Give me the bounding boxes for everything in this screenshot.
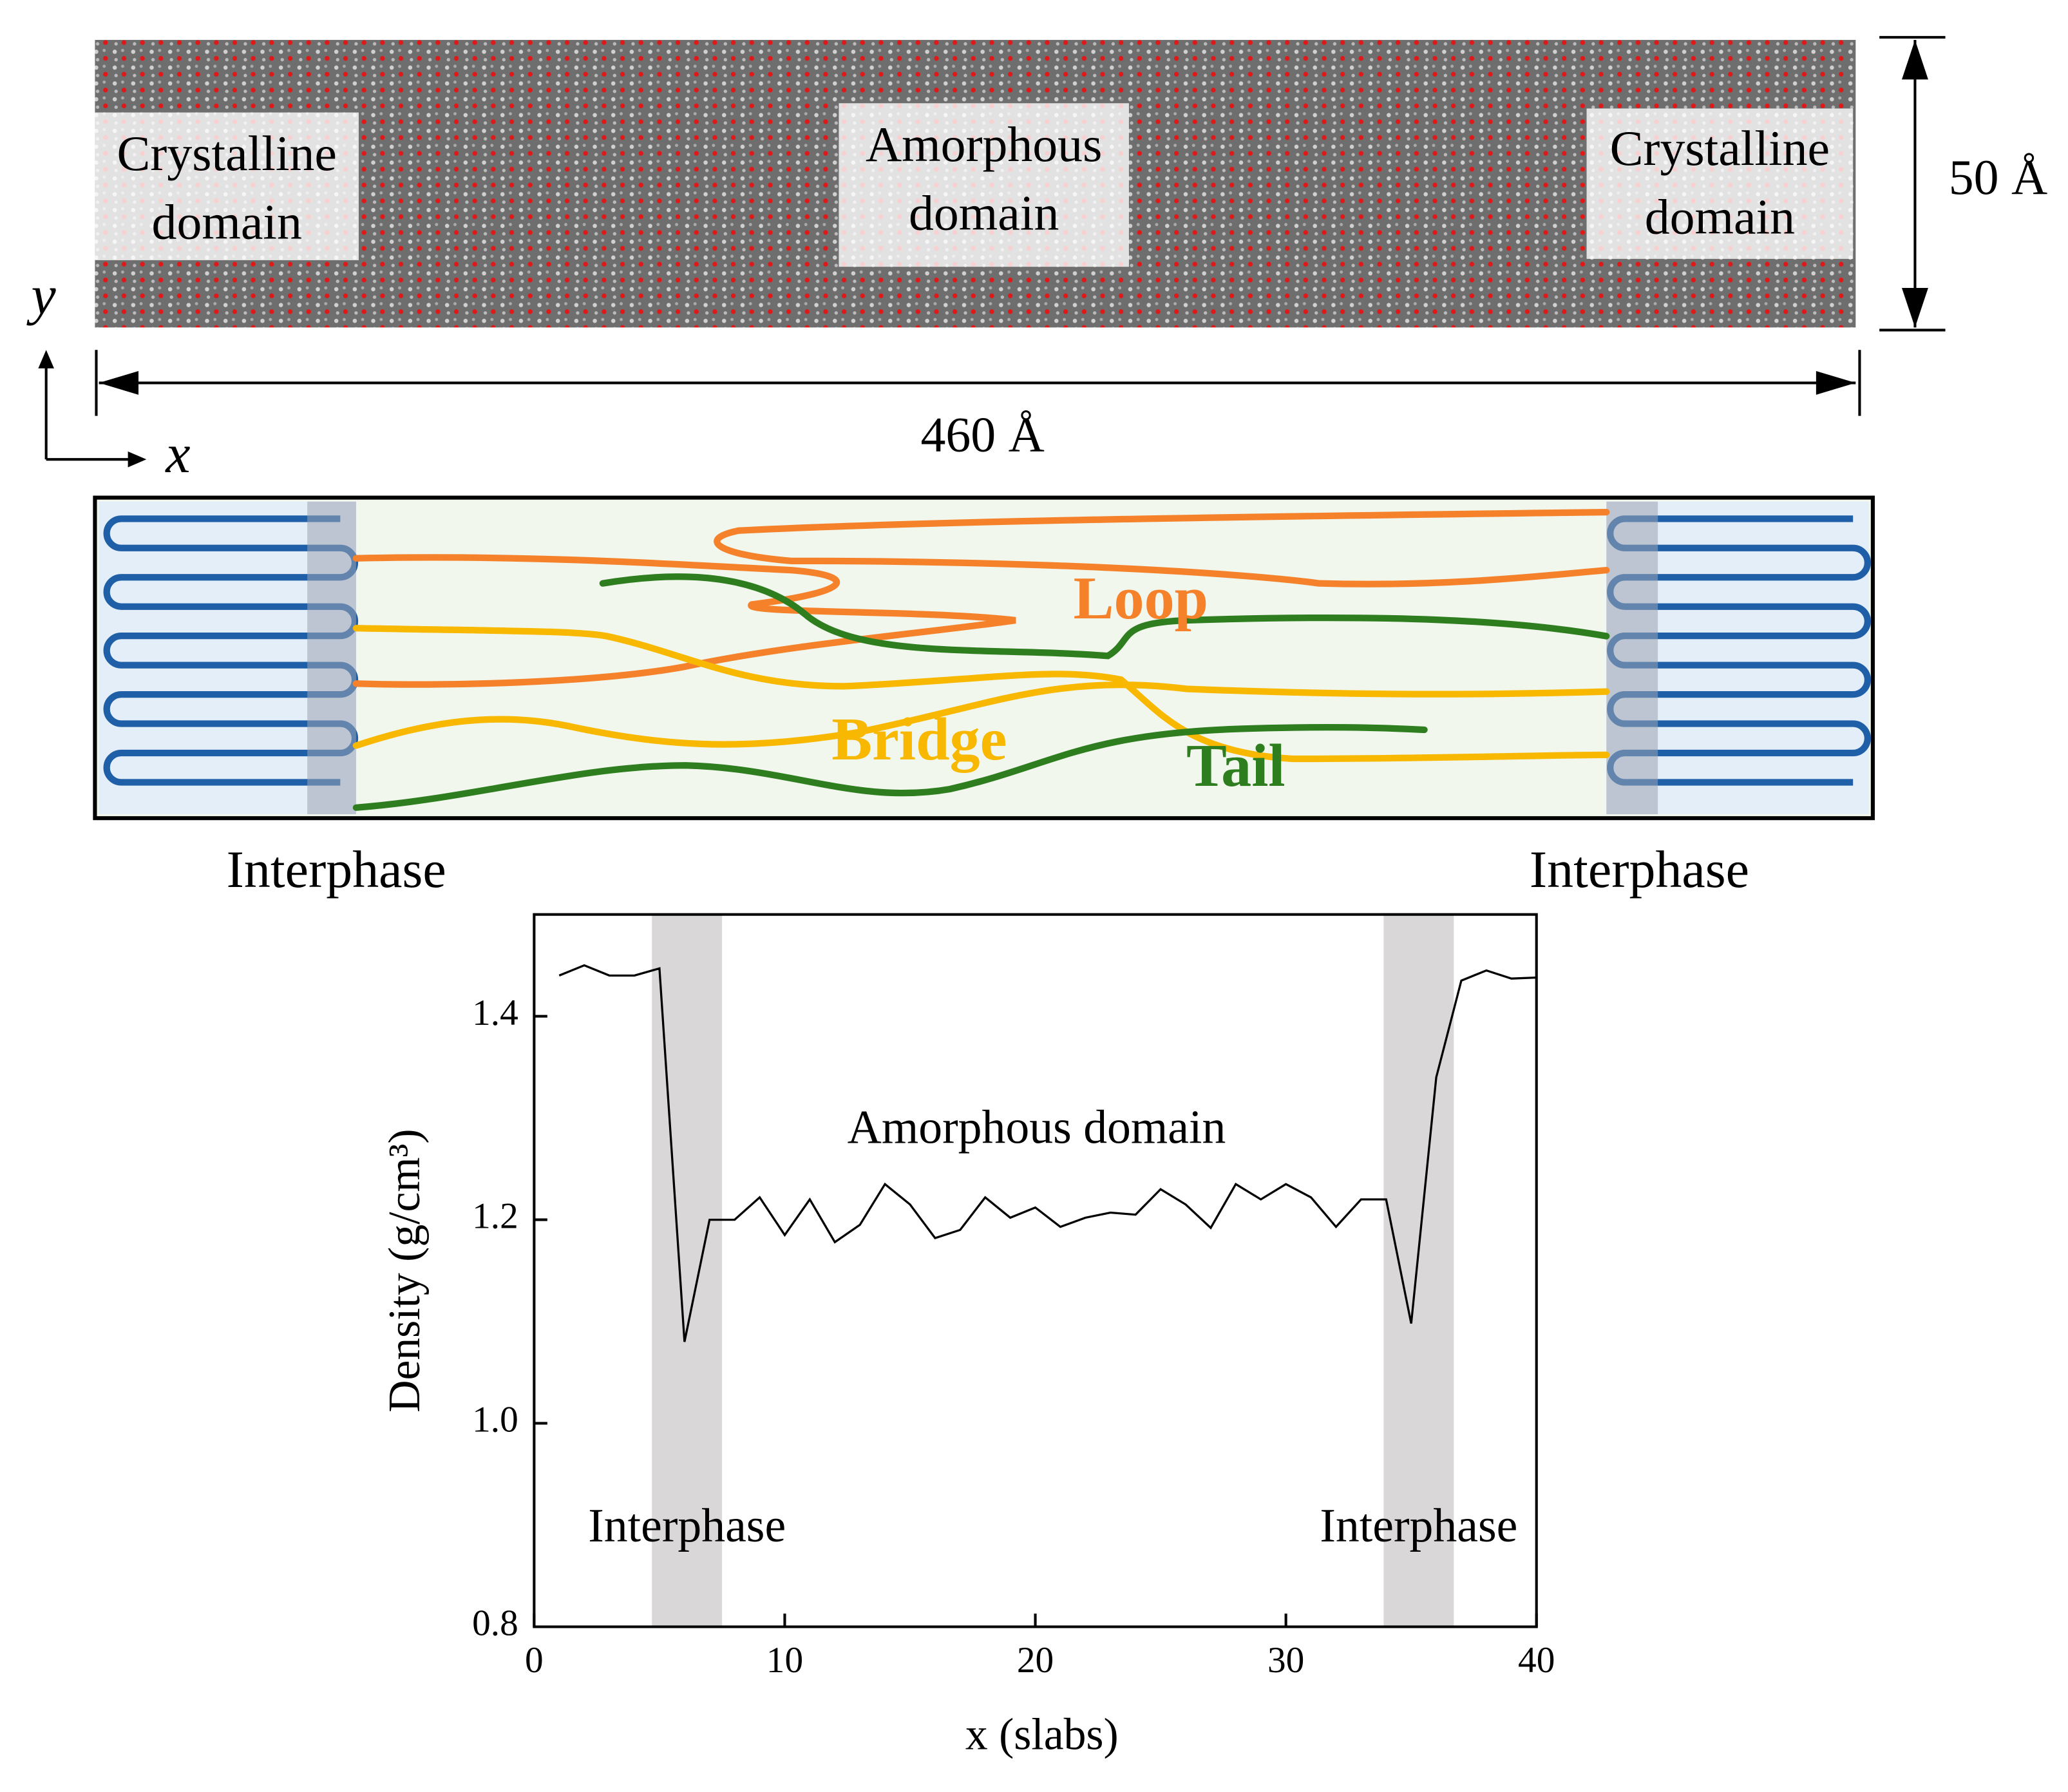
interphase-label: Interphase <box>1530 840 1749 899</box>
y-tick-label: 1.2 <box>472 1196 518 1237</box>
bridge-chain <box>352 625 1610 763</box>
loop-label: Loop <box>1074 565 1208 632</box>
arrowhead <box>38 350 147 468</box>
interphase-band <box>1606 501 1658 815</box>
y-tick-label: 0.8 <box>472 1603 518 1644</box>
width-label: 460 Å <box>920 406 1044 462</box>
domain-label: Amorphous <box>866 117 1102 172</box>
x-axis-label: x (slabs) <box>965 1710 1119 1760</box>
y-tick-label: 1.0 <box>472 1400 518 1440</box>
domain-label: Crystalline <box>1610 120 1830 176</box>
x-tick-label: 20 <box>1017 1640 1054 1681</box>
region-label: Interphase <box>1320 1499 1517 1552</box>
axis-x-label: x <box>164 423 190 484</box>
schematic-panel: Loop Bridge Tail Interphase Interphase <box>93 495 1875 899</box>
loop-chain <box>714 508 1610 587</box>
region <box>1383 914 1454 1627</box>
tail-chain <box>352 724 1428 811</box>
interphase-band <box>307 501 356 815</box>
density-line <box>558 964 1537 1342</box>
x-tick-label: 0 <box>525 1640 544 1681</box>
label-box <box>95 112 359 260</box>
structure-panel: Crystalline domain Amorphous domain Crys… <box>26 35 2047 484</box>
bridge-chain <box>352 681 1610 749</box>
interphase-label: Interphase <box>227 840 446 899</box>
y-axis-label: Density (g/cm³) <box>380 1129 430 1412</box>
label-box <box>1586 108 1854 259</box>
domain-label: domain <box>1645 189 1795 244</box>
loop-chain <box>352 554 1016 688</box>
x-tick-label: 40 <box>1518 1640 1555 1681</box>
x-tick-label: 30 <box>1267 1640 1304 1681</box>
annotation: Amorphous domain <box>848 1101 1226 1154</box>
x-tick-label: 10 <box>766 1640 803 1681</box>
domain-label: domain <box>152 195 302 250</box>
axis-y-label: y <box>26 264 56 326</box>
density-chart: Density (g/cm³) x (slabs) Interphase Inte… <box>380 913 1555 1760</box>
tail-chain <box>599 573 1610 660</box>
domain-label: Crystalline <box>117 126 337 181</box>
bridge-label: Bridge <box>831 706 1007 773</box>
schematic-frame <box>93 495 1875 821</box>
label-box <box>839 103 1129 267</box>
tail-label: Tail <box>1186 732 1285 799</box>
domain-label: domain <box>909 185 1059 240</box>
region-label: Interphase <box>588 1499 786 1552</box>
y-tick-label: 1.4 <box>472 993 518 1033</box>
height-label: 50 Å <box>1949 149 2047 205</box>
